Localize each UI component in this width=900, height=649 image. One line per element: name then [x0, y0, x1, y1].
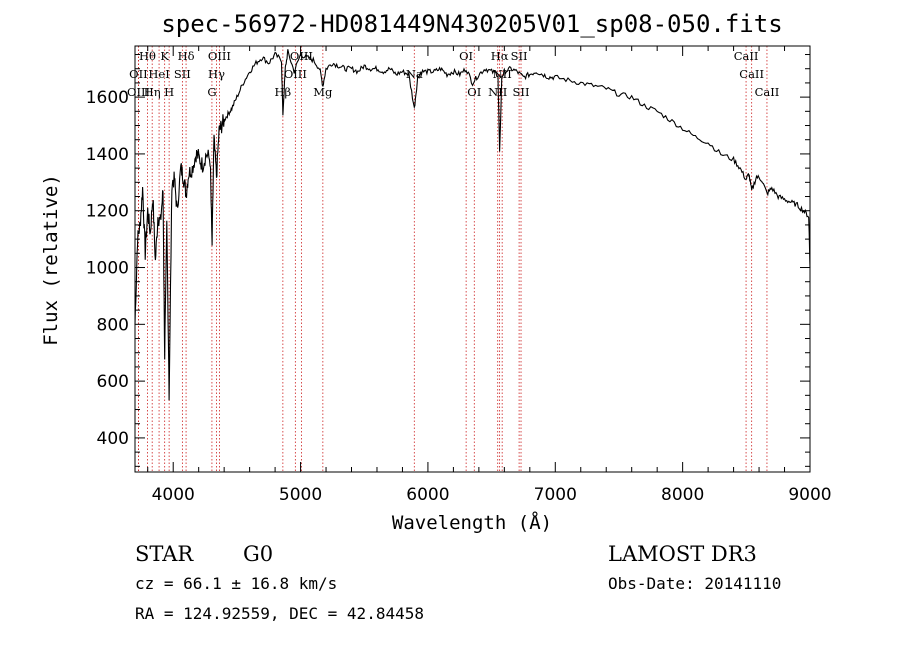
spectral-line-markers	[138, 46, 768, 472]
chart-title: spec-56972-HD081449N430205V01_sp08-050.f…	[161, 10, 782, 38]
x-tick-label: 6000	[406, 485, 449, 505]
spectral-line-label: CaII	[739, 67, 764, 81]
spectral-line-label: OI	[459, 49, 473, 63]
observation-date: Obs-Date: 20141110	[608, 574, 781, 593]
spectral-line-label: NII	[488, 85, 507, 99]
x-tick-label: 5000	[279, 485, 322, 505]
redshift-velocity: cz = 66.1 ± 16.8 km/s	[135, 574, 337, 593]
x-axis-ticks: 4000 5000 6000 7000 8000 9000	[147, 46, 832, 505]
x-tick-label: 9000	[788, 485, 831, 505]
spectral-line-label: CaII	[734, 49, 759, 63]
spectral-line-label: G	[207, 85, 216, 99]
flux-series-line	[134, 49, 811, 401]
survey-name: LAMOST DR3	[608, 542, 757, 566]
spectral-line-label: Hγ	[208, 67, 225, 81]
spectral-line-label: OII	[129, 67, 148, 81]
y-tick-label: 1000	[86, 259, 129, 279]
sky-coordinates: RA = 124.92559, DEC = 42.84458	[135, 604, 424, 623]
object-class: STAR	[135, 542, 194, 566]
x-tick-label: 7000	[534, 485, 577, 505]
spectral-line-label: OIII	[284, 67, 307, 81]
y-axis-label: Flux (relative)	[40, 174, 62, 346]
spectral-line-label: SII	[513, 85, 530, 99]
y-tick-label: 600	[97, 372, 129, 392]
y-tick-label: 800	[97, 315, 129, 335]
spectral-line-label: Hβ	[275, 85, 292, 99]
y-tick-label: 1400	[86, 145, 129, 165]
spectral-line-label: Hη	[144, 85, 161, 99]
spectral-line-label: SII	[511, 49, 528, 63]
spectral-line-label: H	[164, 85, 174, 99]
spectral-line-label: Mg	[313, 85, 333, 99]
y-tick-label: 1600	[86, 88, 129, 108]
spectral-line-label: NII	[493, 67, 512, 81]
spectral-line-label: Hδ	[178, 49, 195, 63]
spectral-line-labels: HθOIIOIIIHηHeIKHSIIHδGHγOIIIHβOIIIOIIIMg…	[127, 49, 779, 99]
y-axis-ticks: 400 600 800 1000 1200 1400 1600	[86, 54, 810, 467]
y-tick-label: 1200	[86, 202, 129, 222]
y-tick-label: 400	[97, 429, 129, 449]
spectral-line-label: SII	[174, 67, 191, 81]
spectral-line-label: OIII	[208, 49, 231, 63]
spectral-line-label: HeI	[148, 67, 169, 81]
spectral-line-label: OI	[467, 85, 481, 99]
spectral-line-label: CaII	[755, 85, 780, 99]
x-tick-label: 4000	[152, 485, 195, 505]
spectral-line-label: Hα	[491, 49, 509, 63]
plot-frame	[134, 45, 811, 473]
x-tick-label: 8000	[661, 485, 704, 505]
spectral-line-label: K	[160, 49, 169, 63]
spectral-line-label: Hθ	[139, 49, 156, 63]
x-axis-label: Wavelength (Å)	[392, 511, 552, 534]
object-subclass: G0	[243, 542, 273, 566]
spectral-line-label: OIII	[127, 85, 150, 99]
